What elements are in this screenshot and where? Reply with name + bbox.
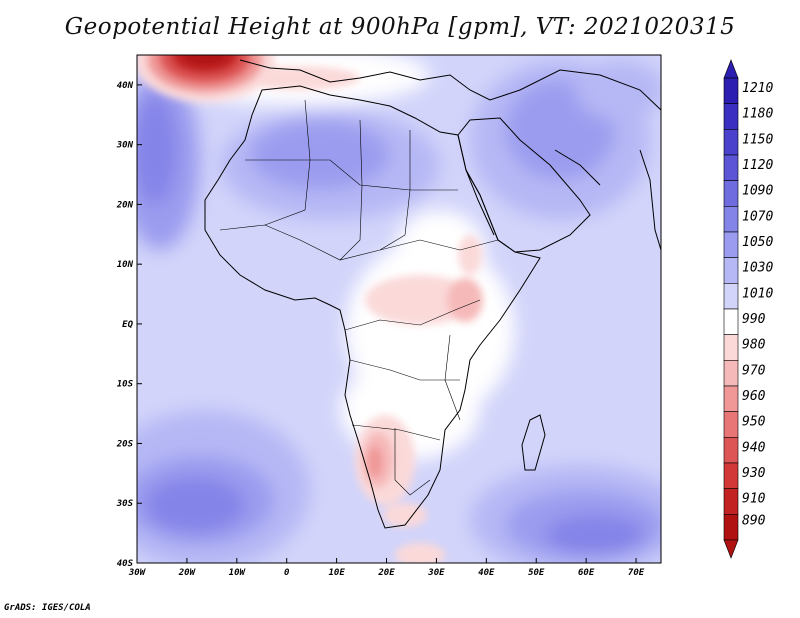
cape-low — [383, 503, 427, 527]
red-sea — [465, 169, 495, 236]
south-atlantic-high-core — [145, 477, 245, 533]
colorbar-swatch — [723, 154, 739, 181]
persian-gulf — [554, 149, 601, 186]
colorbar-swatch — [723, 514, 739, 541]
plot-frame — [136, 54, 662, 564]
border-7 — [349, 359, 460, 381]
highland-low — [458, 235, 482, 275]
x-tick-label: 20E — [377, 568, 395, 578]
colorbar: 1210 1180 1150 1120 1090 1070 1050 1030 1010 990 9… — [723, 59, 773, 559]
x-tick-label: 60E — [578, 568, 595, 578]
y-tick-label: 20N — [116, 200, 134, 210]
colorbar-swatch — [723, 411, 739, 438]
height-field — [137, 55, 661, 563]
colorbar-swatch — [723, 360, 739, 387]
colorbar-swatch — [723, 206, 739, 233]
y-tick-label: 40N — [117, 81, 134, 91]
border-1 — [245, 159, 458, 191]
colorbar-label: 1010 — [742, 286, 773, 301]
colorbar-swatch — [723, 129, 739, 156]
colorbar-label: 950 — [742, 415, 766, 430]
colorbar-label: 940 — [742, 440, 766, 455]
colorbar-label: 1150 — [742, 132, 773, 147]
y-tick-label: 10S — [117, 380, 134, 390]
colorbar-label: 1070 — [742, 209, 773, 224]
lake-victoria-low — [447, 278, 483, 322]
x-tick-label: 10W — [229, 568, 247, 578]
colorbar-label: 890 — [742, 513, 766, 528]
x-tick-label: 10E — [328, 568, 345, 578]
colorbar-label: 930 — [742, 466, 766, 481]
colorbar-label: 990 — [742, 312, 766, 327]
indian-ocean-high-core — [545, 515, 645, 555]
colorbar-swatch — [723, 488, 739, 515]
southern-ocean-low — [395, 543, 445, 563]
colorbar-label: 1210 — [742, 81, 773, 96]
border-5 — [219, 224, 499, 261]
colorbar-swatch — [723, 257, 739, 284]
y-tick-label: 30S — [116, 499, 134, 509]
arabia-coastline — [457, 117, 591, 253]
colorbar-swatch — [723, 308, 739, 335]
atlantic-low-core — [183, 55, 227, 66]
border-6 — [344, 299, 481, 331]
colorbar-label: 910 — [742, 492, 766, 507]
colorbar-swatch — [723, 385, 739, 412]
colorbar-label: 960 — [742, 389, 766, 404]
colorbar-swatch — [723, 334, 739, 361]
y-tick-label: 40S — [117, 559, 134, 569]
x-tick-label: 0 — [284, 568, 290, 578]
europe-coastline — [239, 59, 661, 111]
border-10 — [444, 334, 461, 421]
atlantic-ridge-core — [137, 95, 177, 205]
congo-low — [365, 275, 475, 325]
y-tick-label: EQ — [122, 320, 133, 330]
country-borders — [219, 99, 499, 496]
india-coastline — [639, 149, 661, 251]
colorbar-swatch — [723, 180, 739, 207]
colorbar-label: 1180 — [742, 107, 773, 122]
colorbar-label: 980 — [742, 338, 766, 353]
colorbar-top-arrow — [723, 59, 739, 79]
y-tick-label: 20S — [116, 439, 134, 449]
colorbar-swatch — [723, 437, 739, 464]
x-tick-label: 50E — [528, 568, 545, 578]
x-tick-label: 70E — [628, 568, 645, 578]
sahara-high-core — [250, 120, 390, 190]
border-4 — [379, 130, 411, 251]
colorbar-swatch — [723, 77, 739, 104]
x-tick-label: 20W — [178, 568, 197, 578]
border-2 — [264, 99, 311, 226]
colorbar-swatch — [723, 283, 739, 310]
kalahari-low-core — [367, 446, 383, 478]
x-tick-label: 30E — [427, 568, 445, 578]
border-3 — [339, 119, 363, 261]
colorbar-label: 1120 — [742, 158, 773, 173]
map-title: Geopotential Height at 900hPa [gpm], VT:… — [64, 14, 736, 40]
border-8 — [351, 424, 441, 441]
iran-high — [575, 60, 661, 120]
credit-text: GrADS: IGES/COLA — [4, 603, 91, 613]
coastlines — [204, 59, 661, 529]
colorbar-label: 1030 — [742, 261, 773, 276]
y-tick-label: 10N — [117, 260, 134, 270]
colorbar-swatch — [723, 231, 739, 258]
colorbar-swatch — [723, 103, 739, 130]
x-tick-label: 40E — [478, 568, 495, 578]
colorbar-label: 970 — [742, 363, 766, 378]
colorbar-swatch — [723, 462, 739, 489]
colorbar-label: 1050 — [742, 235, 773, 250]
x-tick-label: 30W — [128, 568, 147, 578]
axis-ticks: 30W 20W 10W 0 10E 20E 30E 40E 50E 60E 70E 40N 30N 20N… — [116, 81, 645, 578]
madagascar-coastline — [521, 414, 546, 471]
colorbar-label: 1090 — [742, 184, 773, 199]
colorbar-bottom-arrow — [723, 539, 739, 559]
border-9 — [394, 428, 431, 496]
y-tick-label: 30N — [116, 141, 134, 151]
